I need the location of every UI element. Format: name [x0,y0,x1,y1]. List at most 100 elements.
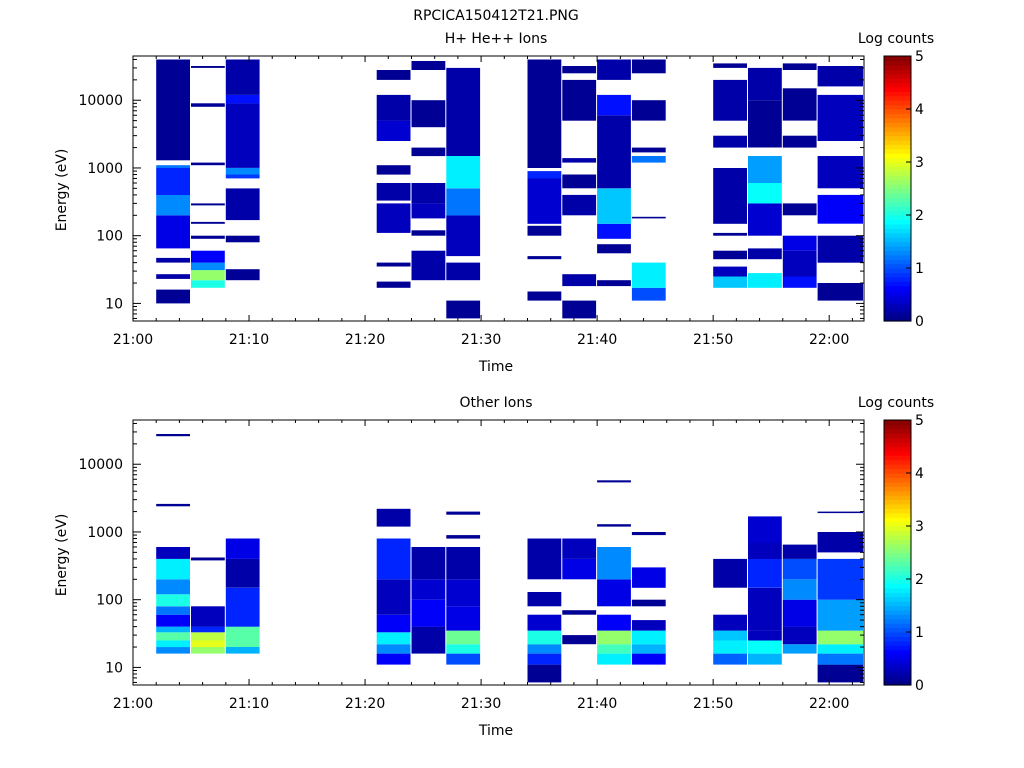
colorbar-segment [884,592,911,598]
colorbar-segment [884,100,911,106]
heatmap-cell [597,524,631,527]
heatmap-cell [748,558,782,588]
heatmap-cell [191,103,225,107]
heatmap-cell [782,203,817,216]
heatmap-cell [631,262,666,288]
colorbar-segment [884,316,911,322]
heatmap-cell [562,558,597,580]
colorbar-segment [884,570,911,576]
heatmap-cell [748,640,782,654]
colorbar-segment [884,268,911,274]
x-tick-label: 21:00 [113,696,153,712]
heatmap-cell [748,542,782,559]
heatmap-cell [713,250,747,260]
colorbar-segment [884,481,911,487]
heatmap-cell [631,532,666,536]
colorbar-tick-label: 0 [915,678,924,694]
heatmap-cell [562,79,597,121]
x-tick-label: 21:00 [113,332,153,348]
heatmap-cell [631,653,666,665]
heatmap-cell [597,94,631,116]
colorbar-segment [884,144,911,150]
heatmap-cell [446,630,481,645]
colorbar-tick-label: 1 [915,261,924,277]
heatmap-cell [817,532,863,553]
heatmap-cell [631,287,666,301]
heatmap-cell [748,587,782,631]
heatmap-cell [376,262,411,267]
heatmap-cell [817,599,863,631]
heatmap-cell [562,158,597,163]
heatmap-cell [713,276,747,288]
heatmap-cell [446,262,481,281]
heatmap-cell [713,558,747,588]
heatmap-cell [446,579,481,607]
heatmap-cell [191,647,225,654]
colorbar-tick-label: 4 [915,102,924,118]
colorbar-segment [884,197,911,203]
heatmap-cell [411,626,446,654]
heatmap-cell [156,547,190,559]
colorbar-segment [884,139,911,145]
colorbar-segment [884,312,911,318]
colorbar-segment [884,228,911,234]
heatmap-cell [817,644,863,654]
heatmap-cell [527,664,562,683]
heatmap-cell [817,558,863,600]
colorbar-segment [884,428,911,434]
colorbar-segment [884,263,911,269]
heatmap-cell [376,165,411,175]
heatmap-cell [225,235,260,243]
heatmap-cell [713,653,747,665]
heatmap-cell [156,614,190,627]
colorbar-segment [884,86,911,92]
heatmap-cell [156,434,190,437]
heatmap-cell [376,579,411,615]
colorbar-segment [884,420,911,426]
heatmap-cell [782,276,817,288]
colorbar-tick-label: 4 [915,466,924,482]
heatmap-cell [713,168,747,224]
heatmap-cell [527,644,562,654]
heatmap-cell [597,614,631,631]
heatmap-cell [713,79,747,121]
heatmap-cell [191,162,225,166]
y-tick-label: 1000 [87,161,123,177]
heatmap-cell [156,558,190,580]
colorbar-segment [884,162,911,168]
heatmap-cell [376,644,411,654]
heatmap-cell [631,59,666,74]
heatmap-cell [782,88,817,121]
heatmap-cell [446,511,481,515]
heatmap-cell [411,250,446,281]
heatmap-cell [376,94,411,121]
y-axis-label: Energy (eV) [54,149,70,232]
colorbar-segment [884,503,911,509]
y-tick-label: 100 [96,229,123,245]
heatmap-cell [376,614,411,633]
heatmap-cell [817,194,863,224]
colorbar-segment [884,548,911,554]
colorbar-frame [883,419,912,686]
x-axis-label: Time [478,359,513,375]
colorbar-segment [884,232,911,238]
panel-other-ions: Other Ions Log counts 21:00 21:10 21:20 21:… [54,395,934,739]
heatmap-cell [562,174,597,189]
heatmap-cell [782,135,817,148]
heatmap-cell [562,194,597,216]
heatmap-cell [782,599,817,627]
heatmap-cell [191,626,225,633]
heatmap-cell [446,67,481,156]
heatmap-cell [562,300,597,319]
heatmap-cell [562,538,597,559]
colorbar-segment [884,539,911,545]
heatmap-cell [225,647,260,654]
heatmap-cell [446,606,481,631]
heatmap-cell [376,653,411,665]
colorbar-segment [884,565,911,571]
heatmap-cell [713,63,747,68]
colorbar-segment [884,91,911,97]
heatmap-cell [631,620,666,631]
heatmap-cell [597,630,631,645]
colorbar-segment [884,175,911,181]
